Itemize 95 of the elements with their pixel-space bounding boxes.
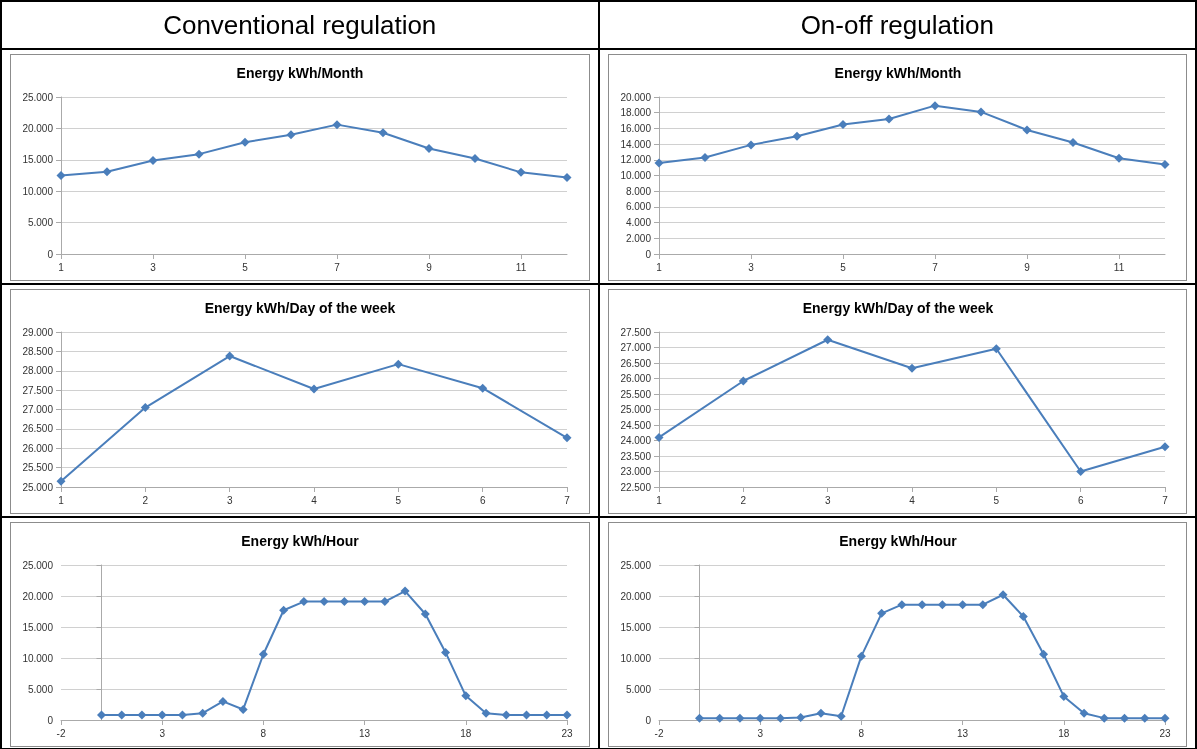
y-tick-label: 10.000: [619, 170, 651, 181]
x-tick-label: 1: [58, 261, 65, 273]
x-tick-label: 23: [561, 727, 573, 739]
x-tick-label: 1: [655, 261, 662, 273]
x-tick-label: 1: [58, 494, 65, 506]
y-tick-label: 25.000: [619, 559, 651, 571]
x-tick-label: 2: [740, 494, 747, 506]
y-tick-label: 6.000: [625, 201, 651, 213]
y-tick-label: 25.500: [619, 388, 651, 400]
chart-title: Energy kWh/Day of the week: [802, 300, 994, 316]
y-tick-label: 0: [47, 248, 54, 260]
x-tick-label: 9: [1023, 261, 1030, 273]
x-tick-label: 1: [655, 494, 662, 506]
y-tick-label: 0: [644, 714, 651, 726]
y-tick-label: 20.000: [619, 590, 651, 602]
y-tick-label: 28.000: [22, 365, 54, 377]
x-tick-label: 7: [1161, 494, 1168, 506]
y-tick-label: 5.000: [27, 217, 54, 229]
x-tick-label: -2: [654, 727, 664, 739]
x-tick-label: 18: [1057, 727, 1070, 739]
y-tick-label: 10.000: [22, 185, 54, 197]
x-tick-label: 8: [260, 727, 267, 739]
y-tick-label: 0: [47, 714, 54, 726]
y-tick-label: 15.000: [22, 154, 54, 166]
x-tick-label: 7: [564, 494, 571, 506]
y-tick-label: 26.000: [22, 442, 54, 454]
chart-title: Energy kWh/Day of the week: [204, 300, 396, 316]
x-tick-label: 7: [334, 261, 341, 273]
y-tick-label: 24.000: [619, 435, 651, 446]
y-tick-label: 16.000: [619, 122, 651, 134]
y-tick-label: 2.000: [625, 232, 651, 244]
y-tick-label: 25.500: [22, 462, 54, 474]
x-tick-label: 9: [426, 261, 433, 273]
y-tick-label: 25.000: [22, 559, 54, 571]
x-tick-label: 4: [908, 494, 915, 506]
y-tick-label: 27.000: [619, 342, 651, 353]
y-tick-label: 25.000: [22, 481, 54, 493]
x-tick-label: 6: [479, 494, 486, 506]
x-tick-label: 3: [756, 727, 763, 739]
chart-title: Energy kWh/Month: [236, 65, 364, 81]
y-tick-label: 23.500: [619, 450, 651, 462]
y-tick-label: 25.000: [22, 91, 54, 103]
x-tick-label: 11: [515, 261, 527, 273]
y-tick-label: 26.500: [22, 423, 54, 435]
text: Conventional regulation: [2, 2, 598, 50]
y-tick-label: 25.000: [619, 404, 651, 415]
y-tick-label: 15.000: [619, 621, 651, 633]
x-tick-label: 6: [1077, 494, 1084, 506]
x-tick-label: 18: [460, 727, 472, 739]
y-tick-label: 12.000: [619, 154, 651, 166]
y-tick-label: 4.000: [625, 217, 651, 229]
x-tick-label: 3: [226, 494, 233, 506]
chart-title: Energy kWh/Month: [834, 65, 961, 81]
x-tick-label: 5: [242, 261, 249, 273]
x-tick-label: -2: [56, 727, 66, 739]
y-tick-label: 5.000: [27, 683, 54, 695]
y-tick-label: 22.500: [619, 481, 651, 493]
y-tick-label: 14.000: [619, 138, 651, 150]
x-tick-label: 3: [150, 261, 157, 273]
x-tick-label: 11: [1113, 261, 1125, 273]
y-tick-label: 20.000: [22, 590, 54, 602]
x-tick-label: 23: [1158, 727, 1171, 739]
y-tick-label: 20.000: [619, 91, 651, 103]
x-tick-label: 13: [359, 727, 371, 739]
x-tick-label: 3: [159, 727, 166, 739]
x-tick-label: 7: [931, 261, 938, 273]
y-tick-label: 0: [644, 248, 651, 260]
y-tick-label: 28.500: [22, 345, 54, 357]
x-tick-label: 5: [993, 494, 1000, 506]
y-tick-label: 8.000: [625, 185, 651, 197]
y-tick-label: 26.000: [619, 373, 651, 384]
x-tick-label: 3: [824, 494, 831, 506]
x-tick-label: 5: [839, 261, 846, 273]
x-tick-label: 13: [956, 727, 969, 739]
y-tick-label: 20.000: [22, 122, 54, 134]
y-tick-label: 26.500: [619, 357, 651, 369]
y-tick-label: 10.000: [619, 652, 651, 664]
y-tick-label: 27.500: [22, 384, 54, 396]
x-tick-label: 5: [395, 494, 402, 506]
text: On-off regulation: [599, 2, 1195, 50]
y-tick-label: 29.000: [22, 326, 54, 338]
chart-title: Energy kWh/Hour: [241, 533, 360, 549]
y-tick-label: 27.000: [22, 404, 54, 415]
y-tick-label: 5.000: [625, 683, 651, 695]
y-tick-label: 27.500: [619, 326, 651, 338]
y-tick-label: 24.500: [619, 419, 651, 431]
x-tick-label: 2: [142, 494, 149, 506]
x-tick-label: 8: [858, 727, 865, 739]
y-tick-label: 10.000: [22, 652, 54, 664]
y-tick-label: 15.000: [22, 621, 54, 633]
y-tick-label: 18.000: [619, 107, 651, 119]
chart-title: Energy kWh/Hour: [838, 533, 957, 549]
y-tick-label: 23.000: [619, 466, 651, 477]
x-tick-label: 4: [311, 494, 318, 506]
x-tick-label: 3: [747, 261, 754, 273]
